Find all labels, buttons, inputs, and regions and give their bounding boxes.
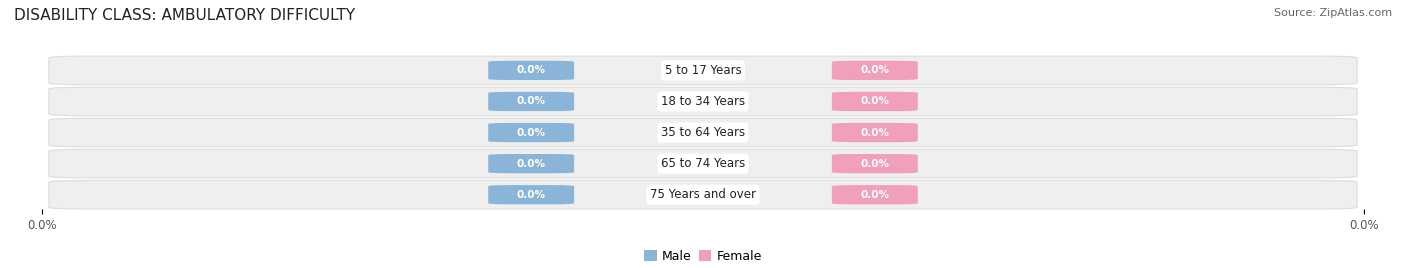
Text: DISABILITY CLASS: AMBULATORY DIFFICULTY: DISABILITY CLASS: AMBULATORY DIFFICULTY	[14, 8, 356, 23]
Text: 35 to 64 Years: 35 to 64 Years	[661, 126, 745, 139]
Text: 0.0%: 0.0%	[516, 128, 546, 137]
Text: 0.0%: 0.0%	[860, 65, 890, 75]
FancyBboxPatch shape	[49, 56, 1357, 85]
Text: 5 to 17 Years: 5 to 17 Years	[665, 64, 741, 77]
FancyBboxPatch shape	[49, 87, 1357, 116]
FancyBboxPatch shape	[832, 185, 918, 204]
FancyBboxPatch shape	[488, 92, 574, 111]
Text: 0.0%: 0.0%	[516, 159, 546, 169]
Legend: Male, Female: Male, Female	[640, 245, 766, 268]
FancyBboxPatch shape	[832, 92, 918, 111]
Text: 0.0%: 0.0%	[516, 190, 546, 200]
FancyBboxPatch shape	[49, 118, 1357, 147]
FancyBboxPatch shape	[488, 185, 574, 204]
Text: 18 to 34 Years: 18 to 34 Years	[661, 95, 745, 108]
Text: 0.0%: 0.0%	[860, 190, 890, 200]
Text: 0.0%: 0.0%	[860, 159, 890, 169]
Text: 0.0%: 0.0%	[516, 65, 546, 75]
Text: 0.0%: 0.0%	[860, 96, 890, 106]
FancyBboxPatch shape	[488, 61, 574, 80]
FancyBboxPatch shape	[49, 149, 1357, 178]
FancyBboxPatch shape	[488, 123, 574, 142]
Text: 75 Years and over: 75 Years and over	[650, 188, 756, 201]
Text: Source: ZipAtlas.com: Source: ZipAtlas.com	[1274, 8, 1392, 18]
FancyBboxPatch shape	[488, 154, 574, 173]
Text: 0.0%: 0.0%	[860, 128, 890, 137]
Text: 0.0%: 0.0%	[516, 96, 546, 106]
FancyBboxPatch shape	[832, 123, 918, 142]
FancyBboxPatch shape	[832, 61, 918, 80]
FancyBboxPatch shape	[49, 180, 1357, 209]
Text: 65 to 74 Years: 65 to 74 Years	[661, 157, 745, 170]
FancyBboxPatch shape	[832, 154, 918, 173]
